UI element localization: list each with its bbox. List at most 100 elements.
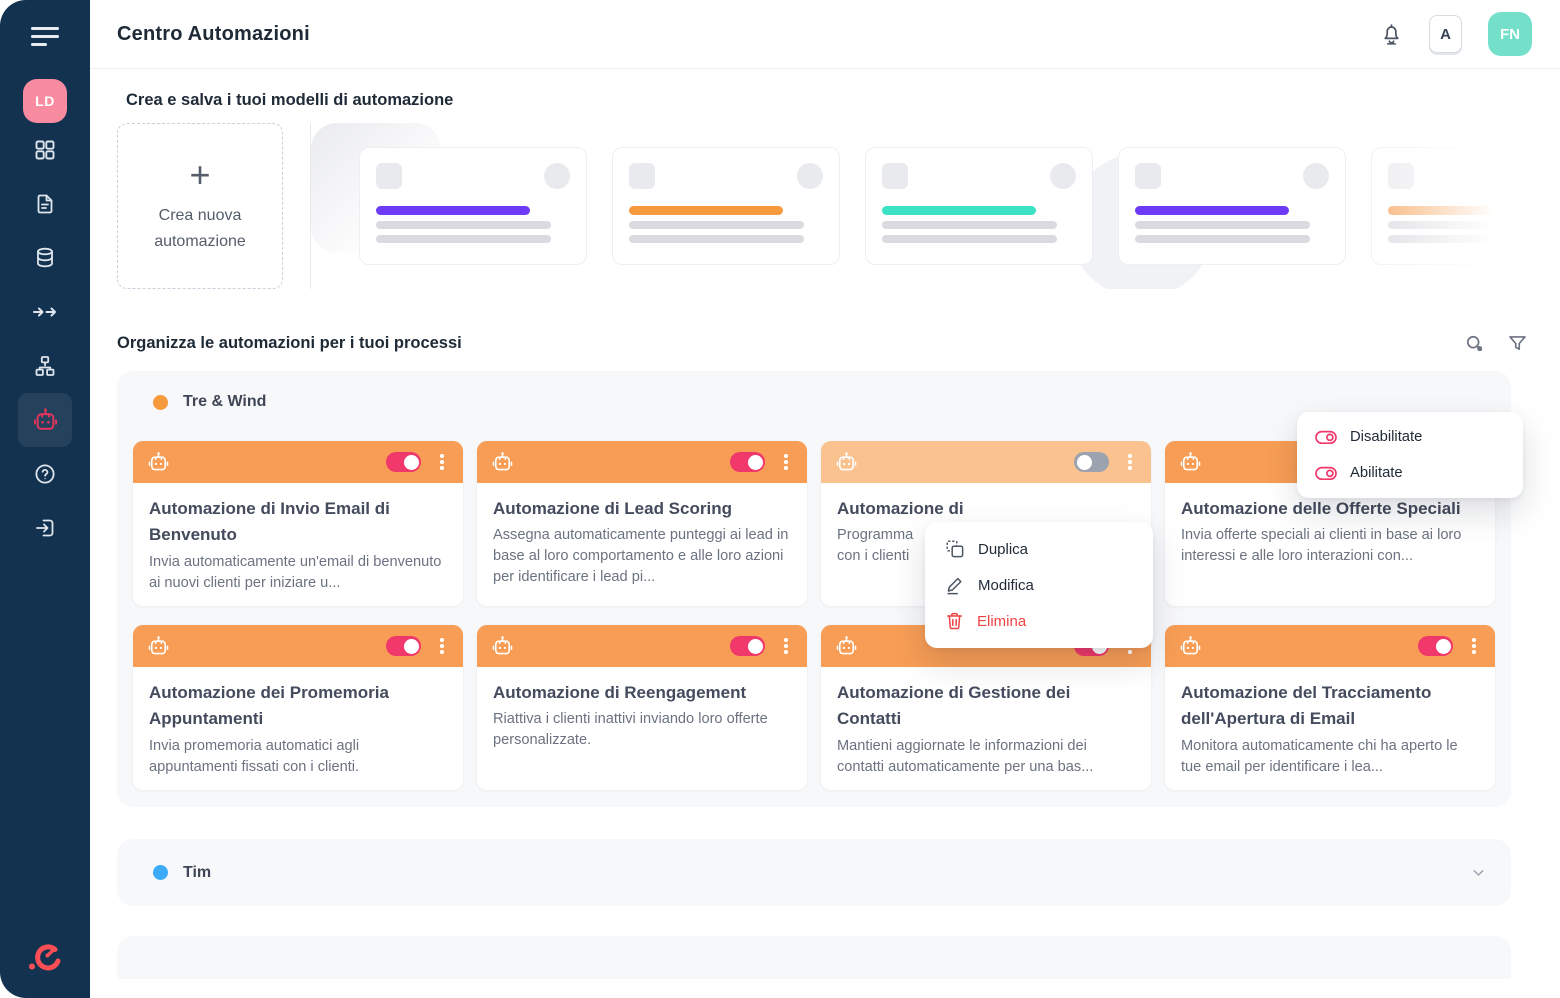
enable-toggle[interactable]: [386, 636, 421, 656]
topbar: Centro Automazioni A FN: [90, 0, 1560, 69]
automation-card[interactable]: Automazione di Lead Scoring Assegna auto…: [477, 441, 807, 606]
skeleton-bar: [882, 206, 1036, 215]
automation-card[interactable]: Automazione di Gestione dei Contatti Man…: [821, 625, 1151, 790]
kebab-menu-icon[interactable]: [1465, 636, 1483, 656]
filter-dropdown: Disabilitate Abilitate: [1297, 412, 1523, 498]
trash-icon: [946, 612, 963, 630]
page-title: Centro Automazioni: [117, 22, 310, 45]
logout-icon: [36, 519, 54, 537]
skeleton-bar: [1135, 206, 1289, 215]
sidebar-item-help[interactable]: [18, 447, 72, 501]
automation-card[interactable]: Automazione del Tracciamento dell'Apertu…: [1165, 625, 1495, 790]
filter-icon[interactable]: [1507, 333, 1528, 354]
sitemap-icon: [35, 356, 55, 376]
kebab-menu-icon[interactable]: [1121, 452, 1139, 472]
automation-title: Automazione di Reengagement: [493, 683, 747, 702]
template-card[interactable]: [612, 147, 840, 265]
robot-icon: [492, 635, 513, 654]
content: Crea e salva i tuoi modelli di automazio…: [90, 69, 1560, 998]
skeleton-line: [376, 221, 551, 229]
filter-option-enabled[interactable]: Abilitate: [1297, 455, 1523, 491]
automation-title: Automazione delle Offerte Speciali: [1181, 499, 1461, 518]
automation-description: Invia offerte speciali ai clienti in bas…: [1181, 527, 1462, 565]
toggle-outline-icon: [1315, 466, 1337, 480]
sidebar-item-logout[interactable]: [18, 501, 72, 555]
template-card[interactable]: [1118, 147, 1346, 265]
skeleton-square: [629, 163, 655, 189]
kebab-menu-icon[interactable]: [433, 636, 451, 656]
skeleton-line: [629, 235, 804, 243]
toggle-outline-icon: [1315, 430, 1337, 444]
group-color-dot: [153, 394, 168, 410]
sidebar-item-flows[interactable]: [18, 285, 72, 339]
kebab-menu-icon[interactable]: [433, 452, 451, 472]
enable-toggle[interactable]: [730, 452, 765, 472]
automation-description: Mantieni aggiornate le informazioni dei …: [837, 737, 1094, 775]
automation-cards-grid: Automazione di Invio Email di Benvenuto …: [133, 441, 1495, 790]
templates-section-title: Crea e salva i tuoi modelli di automazio…: [126, 91, 454, 109]
create-automation-label: Crea nuova automazione: [154, 206, 246, 250]
skeleton-circle: [797, 163, 823, 189]
automation-title: Automazione di Invio Email di Benvenuto: [149, 499, 390, 545]
context-menu-delete[interactable]: Elimina: [925, 603, 1153, 639]
group-header[interactable]: Tre & Wind: [133, 389, 1495, 415]
robot-icon: [492, 451, 513, 470]
skeleton-line: [1388, 235, 1511, 243]
template-card[interactable]: [359, 147, 587, 265]
automation-card[interactable]: Automazione di Invio Email di Benvenuto …: [133, 441, 463, 606]
kebab-menu-icon[interactable]: [777, 452, 795, 472]
skeleton-circle: [1303, 163, 1329, 189]
skeleton-square: [1388, 163, 1414, 189]
sidebar: LD: [0, 0, 90, 998]
chevron-down-icon[interactable]: [1470, 864, 1487, 881]
create-automation-button[interactable]: + Crea nuova automazione: [117, 123, 283, 289]
skeleton-line: [882, 221, 1057, 229]
enable-toggle[interactable]: [1418, 636, 1453, 656]
enable-toggle[interactable]: [1074, 452, 1109, 472]
search-icon[interactable]: [1464, 333, 1485, 354]
enable-toggle[interactable]: [730, 636, 765, 656]
notification-bell-icon[interactable]: [1380, 22, 1403, 47]
sidebar-item-automations[interactable]: [18, 393, 72, 447]
kebab-menu-icon[interactable]: [777, 636, 795, 656]
automation-description: Assegna automaticamente punteggi ai lead…: [493, 527, 789, 586]
automation-group-tim[interactable]: Tim: [117, 839, 1511, 906]
card-context-menu: Duplica Modifica Elimina: [925, 522, 1153, 648]
filter-option-disabled[interactable]: Disabilitate: [1297, 419, 1523, 455]
automation-card[interactable]: Automazione di Reengagement Riattiva i c…: [477, 625, 807, 790]
sidebar-item-database[interactable]: [18, 231, 72, 285]
enable-toggle[interactable]: [386, 452, 421, 472]
automation-title: Automazione di Lead Scoring: [493, 499, 732, 518]
context-menu-edit[interactable]: Modifica: [925, 567, 1153, 603]
brand-logo: [25, 937, 65, 982]
skeleton-square: [882, 163, 908, 189]
skeleton-bar: [629, 206, 783, 215]
help-icon: [35, 464, 55, 484]
context-menu-duplicate[interactable]: Duplica: [925, 531, 1153, 567]
edit-pencil-icon: [947, 577, 962, 595]
template-card[interactable]: [865, 147, 1093, 265]
robot-icon: [33, 407, 57, 430]
main-area: Centro Automazioni A FN Crea e salva i t…: [90, 0, 1560, 998]
templates-strip: [311, 123, 1511, 289]
user-avatar[interactable]: FN: [1488, 12, 1532, 56]
automation-title: Automazione del Tracciamento dell'Apertu…: [1181, 683, 1432, 729]
hamburger-menu-icon[interactable]: [31, 27, 59, 46]
sidebar-item-sitemap[interactable]: [18, 339, 72, 393]
skeleton-square: [376, 163, 402, 189]
skeleton-line: [1135, 221, 1310, 229]
sidebar-item-dashboard[interactable]: [18, 123, 72, 177]
robot-icon: [148, 451, 169, 470]
automation-card[interactable]: Automazione dei Promemoria Appuntamenti …: [133, 625, 463, 790]
shortcut-key-button[interactable]: A: [1429, 15, 1462, 53]
workspace-badge[interactable]: LD: [23, 79, 67, 123]
group-name: Tre & Wind: [183, 393, 267, 410]
automation-group-partial[interactable]: [117, 936, 1511, 979]
sidebar-item-documents[interactable]: [18, 177, 72, 231]
automation-description: Monitora automaticamente chi ha aperto l…: [1181, 737, 1458, 775]
template-card[interactable]: [1371, 147, 1511, 265]
duplicate-icon: [946, 540, 964, 558]
skeleton-bar: [376, 206, 530, 215]
grid-icon: [35, 140, 55, 160]
